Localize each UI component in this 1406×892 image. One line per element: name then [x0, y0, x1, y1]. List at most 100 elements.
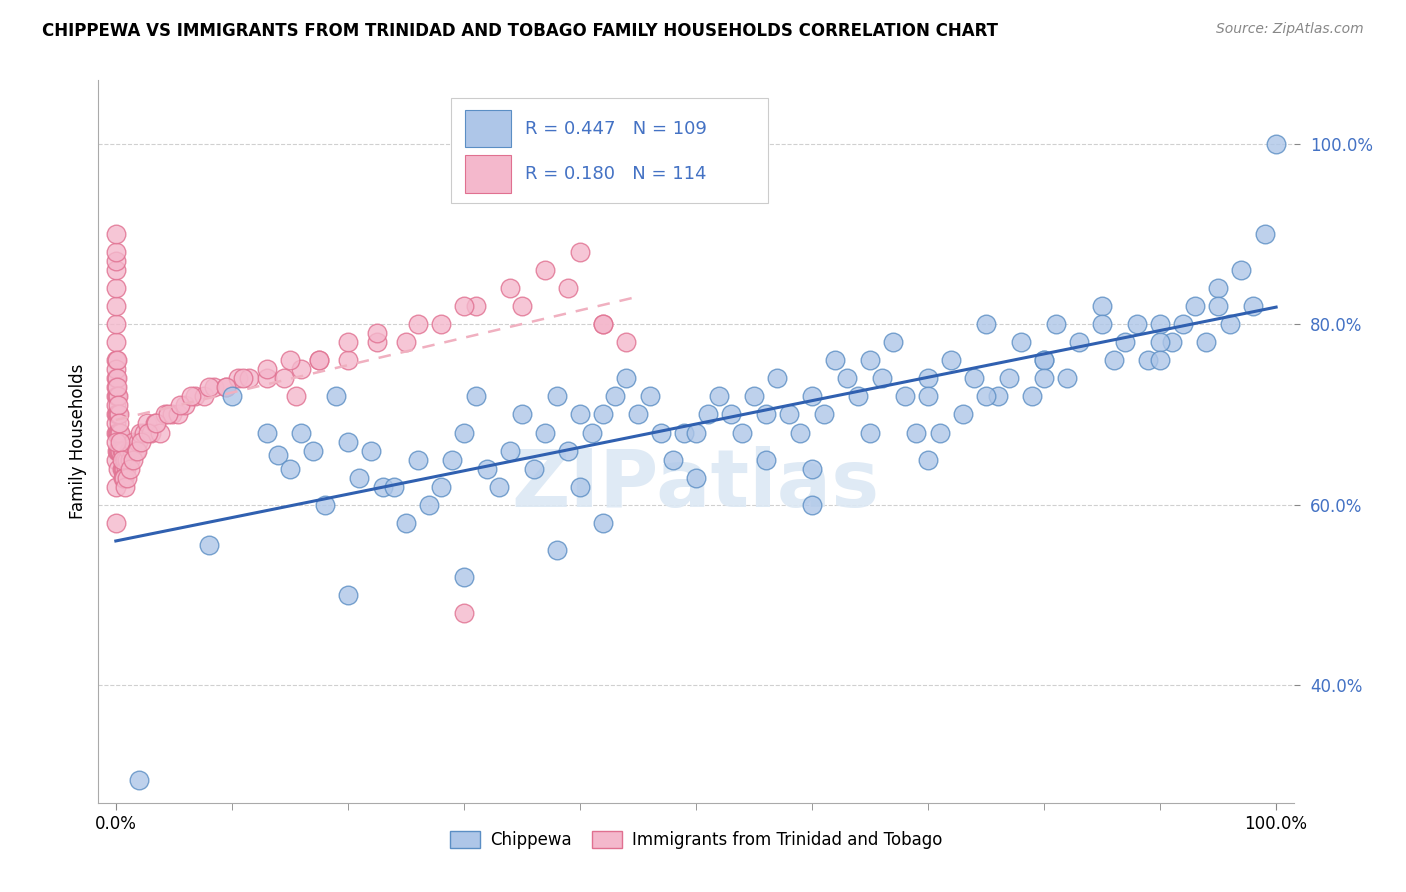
- Point: [104, 362, 127, 376]
- Y-axis label: Family Households: Family Households: [69, 364, 87, 519]
- Point: [742, 389, 765, 403]
- Point: [614, 335, 637, 350]
- Point: [110, 425, 132, 440]
- Point: [336, 588, 359, 602]
- Point: [766, 371, 789, 385]
- Point: [125, 443, 148, 458]
- Point: [273, 371, 295, 385]
- Point: [104, 452, 127, 467]
- Point: [1219, 317, 1241, 331]
- Point: [118, 461, 141, 475]
- Point: [824, 353, 846, 368]
- Point: [406, 452, 429, 467]
- Point: [464, 299, 486, 313]
- Point: [441, 452, 464, 467]
- Point: [136, 417, 159, 431]
- Point: [1021, 389, 1043, 403]
- Point: [1149, 353, 1171, 368]
- Point: [104, 516, 127, 530]
- Point: [453, 425, 475, 440]
- Point: [117, 452, 139, 467]
- Point: [534, 263, 557, 277]
- Point: [592, 516, 614, 530]
- Point: [110, 443, 132, 458]
- Point: [284, 389, 307, 403]
- Point: [998, 371, 1021, 385]
- Point: [104, 408, 127, 422]
- Point: [475, 461, 498, 475]
- Point: [1033, 353, 1056, 368]
- Legend: Chippewa, Immigrants from Trinidad and Tobago: Chippewa, Immigrants from Trinidad and T…: [443, 824, 949, 856]
- Point: [568, 408, 591, 422]
- Point: [278, 461, 301, 475]
- Point: [111, 443, 134, 458]
- Point: [522, 461, 544, 475]
- Point: [132, 425, 155, 440]
- Point: [848, 389, 870, 403]
- Point: [801, 461, 824, 475]
- Point: [557, 443, 579, 458]
- Point: [1265, 136, 1288, 151]
- Point: [145, 417, 167, 431]
- Point: [464, 389, 486, 403]
- Point: [614, 371, 637, 385]
- Point: [107, 425, 129, 440]
- Point: [870, 371, 893, 385]
- Point: [267, 448, 290, 462]
- Point: [1241, 299, 1264, 313]
- Point: [111, 461, 134, 475]
- Point: [928, 425, 950, 440]
- Point: [499, 281, 522, 295]
- Point: [1010, 335, 1032, 350]
- Point: [108, 443, 131, 458]
- Point: [568, 480, 591, 494]
- Point: [510, 408, 533, 422]
- Point: [290, 425, 312, 440]
- Point: [650, 425, 672, 440]
- Point: [546, 389, 568, 403]
- FancyBboxPatch shape: [451, 98, 768, 203]
- Point: [709, 389, 731, 403]
- Point: [104, 244, 127, 259]
- Point: [308, 353, 330, 368]
- Point: [349, 471, 371, 485]
- Point: [755, 452, 778, 467]
- Point: [104, 227, 127, 241]
- Point: [917, 389, 939, 403]
- Point: [256, 362, 278, 376]
- Point: [1045, 317, 1067, 331]
- Point: [1253, 227, 1275, 241]
- Point: [111, 461, 134, 475]
- Point: [308, 353, 330, 368]
- Point: [122, 452, 145, 467]
- Point: [360, 443, 382, 458]
- Point: [149, 425, 172, 440]
- Point: [157, 408, 180, 422]
- Point: [104, 317, 127, 331]
- Point: [108, 417, 131, 431]
- Point: [108, 425, 131, 440]
- Point: [111, 443, 134, 458]
- Point: [174, 399, 197, 413]
- Point: [418, 498, 440, 512]
- Point: [917, 452, 939, 467]
- Point: [256, 371, 278, 385]
- Point: [104, 425, 127, 440]
- Point: [114, 480, 136, 494]
- Point: [488, 480, 510, 494]
- Point: [104, 299, 127, 313]
- Point: [169, 399, 191, 413]
- Point: [534, 425, 557, 440]
- Point: [104, 371, 127, 385]
- Point: [1091, 299, 1114, 313]
- Point: [143, 417, 166, 431]
- Point: [105, 443, 128, 458]
- Point: [638, 389, 661, 403]
- Point: [801, 389, 824, 403]
- Point: [104, 281, 127, 295]
- Point: [1091, 317, 1114, 331]
- Point: [136, 425, 159, 440]
- Point: [1126, 317, 1149, 331]
- Point: [974, 389, 997, 403]
- Point: [882, 335, 904, 350]
